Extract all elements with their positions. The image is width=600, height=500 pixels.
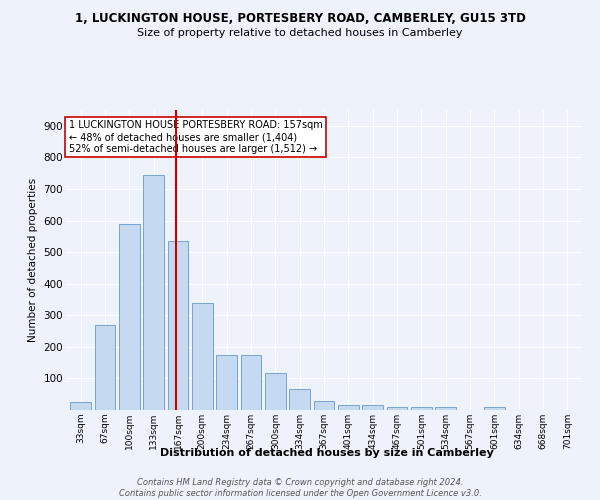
Bar [338, 404, 359, 410]
Bar [314, 402, 334, 410]
Bar [143, 174, 164, 410]
Bar [362, 404, 383, 410]
Y-axis label: Number of detached properties: Number of detached properties [28, 178, 38, 342]
Bar [167, 241, 188, 410]
Bar [289, 388, 310, 410]
Text: 1 LUCKINGTON HOUSE PORTESBERY ROAD: 157sqm
← 48% of detached houses are smaller : 1 LUCKINGTON HOUSE PORTESBERY ROAD: 157s… [68, 120, 322, 154]
Text: Contains HM Land Registry data © Crown copyright and database right 2024.
Contai: Contains HM Land Registry data © Crown c… [119, 478, 481, 498]
Bar [216, 354, 237, 410]
Bar [119, 224, 140, 410]
Bar [436, 407, 456, 410]
Bar [411, 407, 432, 410]
Bar [241, 354, 262, 410]
Bar [192, 302, 212, 410]
Text: Size of property relative to detached houses in Camberley: Size of property relative to detached ho… [137, 28, 463, 38]
Text: 1, LUCKINGTON HOUSE, PORTESBERY ROAD, CAMBERLEY, GU15 3TD: 1, LUCKINGTON HOUSE, PORTESBERY ROAD, CA… [74, 12, 526, 26]
Text: Distribution of detached houses by size in Camberley: Distribution of detached houses by size … [160, 448, 494, 458]
Bar [484, 408, 505, 410]
Bar [386, 407, 407, 410]
Bar [70, 402, 91, 410]
Bar [95, 324, 115, 410]
Bar [265, 372, 286, 410]
